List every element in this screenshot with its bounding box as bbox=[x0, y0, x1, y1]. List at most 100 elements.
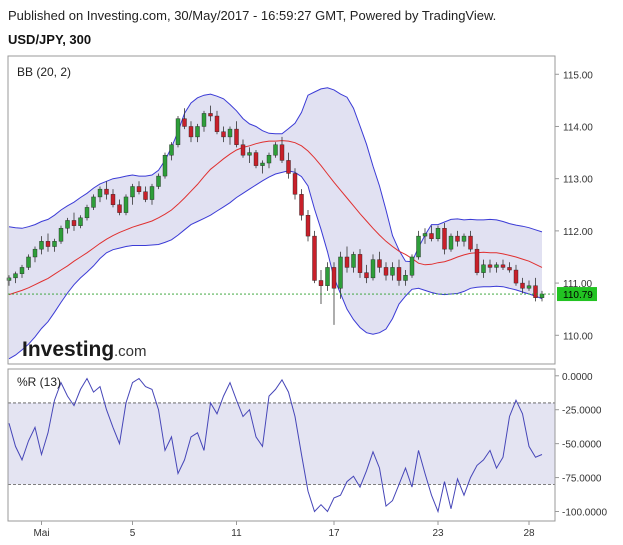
candle-body bbox=[526, 285, 532, 289]
candle-body bbox=[182, 118, 187, 127]
candle-body bbox=[331, 267, 337, 289]
candle-down bbox=[253, 149, 259, 169]
candle-body bbox=[162, 154, 168, 177]
candle-body bbox=[234, 128, 239, 145]
candle-down bbox=[383, 262, 389, 281]
candle-down bbox=[208, 105, 213, 122]
candle-up bbox=[201, 110, 207, 132]
candle-body bbox=[520, 282, 525, 289]
candle-body bbox=[318, 280, 324, 286]
candle-down bbox=[474, 243, 480, 276]
candle-body bbox=[136, 186, 142, 192]
candles bbox=[6, 105, 545, 325]
candle-down bbox=[455, 230, 460, 247]
candle-up bbox=[156, 173, 161, 190]
time-tick-label: 28 bbox=[523, 528, 535, 539]
candle-up bbox=[175, 116, 181, 148]
candle-up bbox=[26, 254, 31, 271]
williams-line bbox=[8, 377, 543, 514]
candle-up bbox=[403, 270, 408, 286]
candle-down bbox=[487, 259, 493, 273]
candle-up bbox=[149, 183, 155, 205]
candle-up bbox=[169, 142, 174, 161]
candle-down bbox=[429, 225, 434, 242]
candle-body bbox=[403, 275, 408, 281]
candle-body bbox=[208, 113, 213, 117]
candle-down bbox=[182, 108, 187, 130]
candle-up bbox=[91, 194, 96, 210]
symbol-title: USD/JPY, 300 bbox=[8, 32, 92, 47]
candle-body bbox=[104, 188, 109, 195]
time-tick-label: Mai bbox=[33, 528, 49, 539]
price-tick-label: 114.00 bbox=[563, 122, 593, 133]
price-tick-label: 110.00 bbox=[563, 331, 593, 342]
candle-body bbox=[396, 267, 402, 281]
candle-body bbox=[97, 188, 103, 198]
candle-up bbox=[13, 271, 18, 284]
williams-band-fill bbox=[8, 402, 555, 485]
candle-body bbox=[84, 207, 90, 219]
candle-body bbox=[338, 256, 343, 289]
candle-body bbox=[175, 118, 181, 145]
candle-down bbox=[513, 264, 519, 286]
candle-down bbox=[299, 189, 304, 221]
candle-down bbox=[214, 110, 220, 135]
candle-down bbox=[286, 152, 291, 179]
time-tick-label: 23 bbox=[432, 528, 444, 539]
candle-up bbox=[390, 262, 395, 281]
candle-body bbox=[299, 194, 304, 216]
candle-body bbox=[117, 204, 122, 213]
candle-body bbox=[78, 217, 83, 226]
candle-body bbox=[130, 186, 135, 198]
candle-up bbox=[19, 264, 25, 278]
price-tick-label: 115.00 bbox=[563, 70, 593, 81]
candle-body bbox=[377, 259, 382, 268]
candle-body bbox=[214, 115, 220, 132]
candle-body bbox=[539, 293, 545, 298]
candle-up bbox=[273, 142, 278, 158]
candle-body bbox=[65, 220, 70, 229]
candle-down bbox=[45, 233, 51, 252]
candle-down bbox=[468, 230, 473, 252]
candle-body bbox=[19, 267, 25, 274]
candle-body bbox=[221, 131, 226, 138]
candle-body bbox=[461, 235, 467, 242]
candle-body bbox=[351, 254, 356, 268]
candle-body bbox=[188, 126, 194, 138]
candle-body bbox=[390, 267, 395, 276]
candle-down bbox=[312, 230, 317, 284]
candle-down bbox=[240, 139, 246, 158]
candle-body bbox=[292, 173, 298, 195]
price-axis: 115.00 114.00 113.00 112.00 111.00 110.00 bbox=[555, 70, 593, 342]
candle-up bbox=[422, 228, 428, 244]
logo-domain: .com bbox=[114, 343, 147, 360]
candle-up bbox=[260, 160, 265, 174]
candle-up bbox=[409, 254, 415, 278]
candle-body bbox=[305, 215, 311, 237]
candle-body bbox=[422, 233, 428, 237]
candle-body bbox=[91, 196, 96, 208]
candle-up bbox=[481, 259, 486, 278]
price-panel-border bbox=[7, 55, 556, 365]
candle-up bbox=[6, 275, 12, 286]
williams-tick-label: -75.0000 bbox=[562, 474, 602, 485]
candle-body bbox=[286, 160, 291, 174]
candle-up bbox=[52, 238, 57, 252]
candle-up bbox=[338, 251, 343, 299]
investing-logo: Investing .com bbox=[22, 338, 147, 361]
candle-up bbox=[461, 233, 467, 247]
candle-up bbox=[78, 215, 83, 229]
candle-body bbox=[6, 277, 12, 281]
candle-up bbox=[416, 230, 421, 260]
time-axis: Mai 5 11 17 23 28 bbox=[33, 521, 535, 539]
candle-body bbox=[474, 248, 480, 273]
candle-down bbox=[305, 210, 311, 242]
candle-up bbox=[97, 186, 103, 203]
candle-body bbox=[13, 273, 18, 279]
candle-up bbox=[526, 280, 532, 291]
candle-body bbox=[32, 248, 38, 258]
candle-up bbox=[351, 251, 356, 273]
candle-down bbox=[500, 259, 506, 271]
candle-up bbox=[448, 233, 454, 252]
